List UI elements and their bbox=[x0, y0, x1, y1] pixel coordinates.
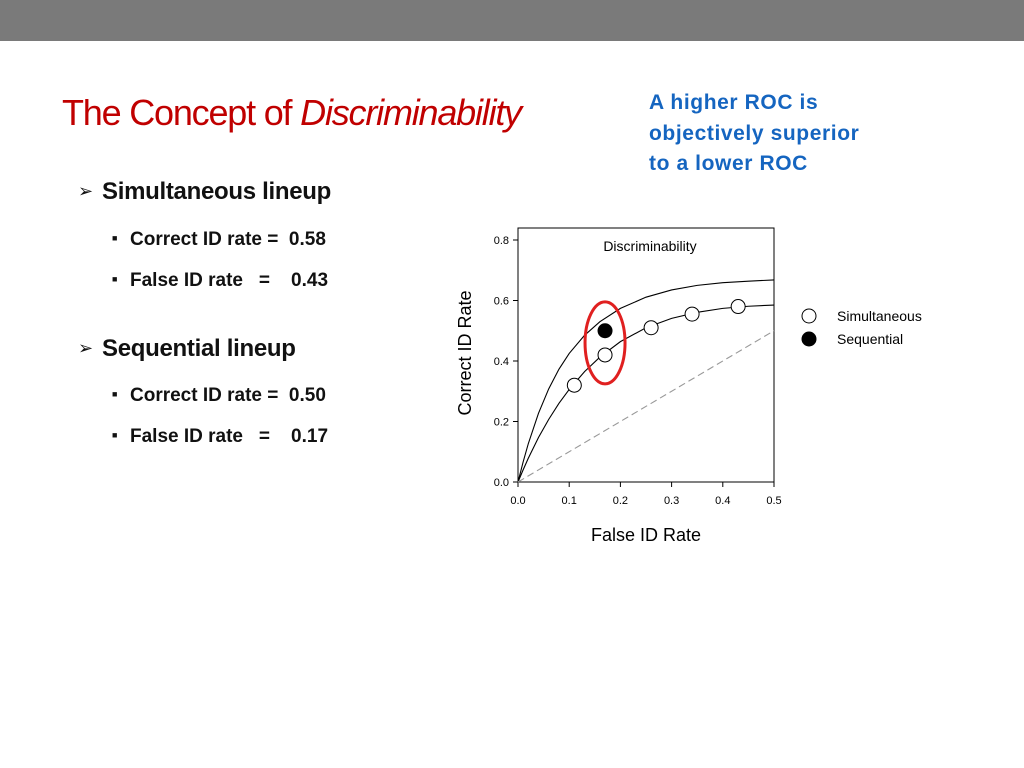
item-text: False ID rate = 0.43 bbox=[130, 270, 329, 291]
sequential-point bbox=[597, 323, 613, 339]
simultaneous-point bbox=[566, 377, 582, 393]
x-tick-label: 0.5 bbox=[766, 495, 781, 507]
section-heading-simultaneous: ➢ Simultaneous lineup bbox=[78, 178, 331, 206]
chart-title: Discriminability bbox=[603, 238, 696, 254]
square-bullet-icon: ■ bbox=[112, 389, 118, 399]
y-tick-label: 0.2 bbox=[494, 417, 509, 429]
x-tick-label: 0.3 bbox=[664, 495, 679, 507]
square-bullet-icon: ■ bbox=[112, 233, 118, 243]
square-bullet-icon: ■ bbox=[112, 274, 118, 284]
title-italic: Discriminability bbox=[300, 92, 522, 133]
upper-roc-curve bbox=[517, 279, 775, 483]
top-banner bbox=[0, 0, 1024, 41]
slide-title: The Concept of Discriminability bbox=[62, 92, 522, 134]
section-heading-label: Sequential lineup bbox=[102, 335, 296, 362]
y-axis-label: Correct ID Rate bbox=[455, 290, 475, 415]
title-plain: The Concept of bbox=[62, 92, 301, 133]
legend-marker-simultaneous bbox=[801, 308, 817, 324]
section-heading-label: Simultaneous lineup bbox=[102, 178, 331, 205]
sequential-correct-id-item: ■ Correct ID rate = 0.50 bbox=[112, 385, 326, 407]
legend-label-sequential: Sequential bbox=[837, 331, 903, 347]
arrow-bullet-icon: ➢ bbox=[78, 338, 93, 358]
x-tick-label: 0.2 bbox=[613, 495, 628, 507]
callout-text: A higher ROC is objectively superior to … bbox=[649, 91, 860, 175]
item-text: Correct ID rate = 0.50 bbox=[130, 385, 326, 406]
item-text: Correct ID rate = 0.58 bbox=[130, 229, 326, 250]
y-tick-label: 0.6 bbox=[494, 296, 509, 308]
x-tick-label: 0.0 bbox=[510, 495, 525, 507]
highlight-ring bbox=[583, 300, 627, 386]
y-tick-label: 0.8 bbox=[494, 235, 509, 247]
simultaneous-point bbox=[684, 306, 700, 322]
sequential-false-id-item: ■ False ID rate = 0.17 bbox=[112, 426, 328, 448]
y-tick-label: 0.0 bbox=[494, 477, 509, 489]
chance-line-curve bbox=[517, 330, 775, 483]
section-heading-sequential: ➢ Sequential lineup bbox=[78, 335, 296, 363]
square-bullet-icon: ■ bbox=[112, 430, 118, 440]
simultaneous-false-id-item: ■ False ID rate = 0.43 bbox=[112, 270, 328, 292]
x-tick-label: 0.1 bbox=[562, 495, 577, 507]
simultaneous-point bbox=[643, 320, 659, 336]
item-text: False ID rate = 0.17 bbox=[130, 426, 329, 447]
legend-label-simultaneous: Simultaneous bbox=[837, 308, 922, 324]
x-tick-label: 0.4 bbox=[715, 495, 730, 507]
y-tick-label: 0.4 bbox=[494, 356, 509, 368]
plot-frame bbox=[517, 227, 775, 483]
simultaneous-point bbox=[730, 299, 746, 315]
arrow-bullet-icon: ➢ bbox=[78, 181, 93, 201]
legend-marker-sequential bbox=[801, 331, 817, 347]
lower-roc-curve bbox=[517, 304, 775, 483]
simultaneous-correct-id-item: ■ Correct ID rate = 0.58 bbox=[112, 229, 326, 251]
simultaneous-point bbox=[597, 347, 613, 363]
x-axis-label: False ID Rate bbox=[591, 525, 701, 545]
